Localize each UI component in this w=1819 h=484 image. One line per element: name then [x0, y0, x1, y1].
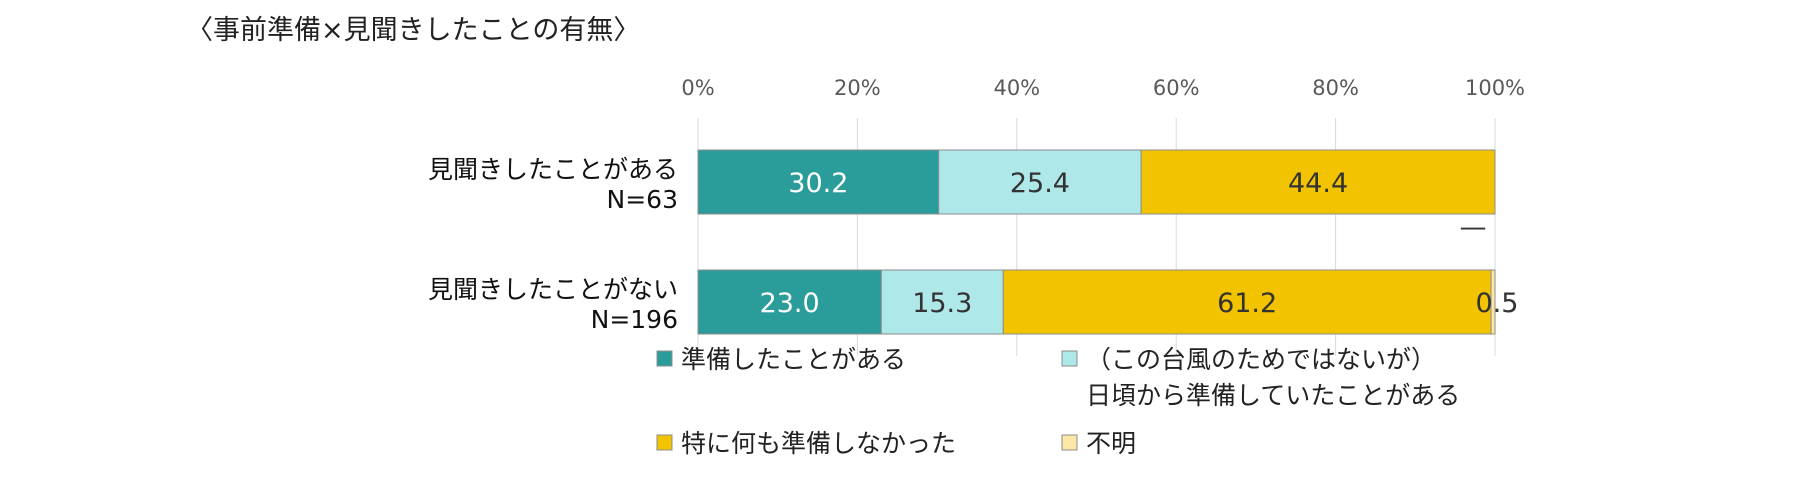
category-n-label: N=63 — [607, 185, 678, 214]
legend-label: 特に何も準備しなかった — [681, 429, 956, 458]
bar-value-label: 44.4 — [1288, 168, 1348, 199]
legend-label: 準備したことがある — [681, 345, 906, 374]
bar-value-label: 30.2 — [788, 168, 848, 199]
x-tick-label: 40% — [993, 76, 1040, 100]
bar-value-label: 0.5 — [1476, 288, 1519, 319]
x-tick-label: 20% — [834, 76, 881, 100]
category-label: 見聞きしたことがない — [428, 275, 678, 304]
x-tick-label: 0% — [681, 76, 714, 100]
chart-title: 〈事前準備×見聞きしたことの有無〉 — [186, 15, 641, 46]
legend-swatch — [656, 350, 673, 367]
x-tick-label: 100% — [1465, 76, 1525, 100]
legend-swatch — [1061, 434, 1078, 451]
x-tick-label: 60% — [1153, 76, 1200, 100]
bar-value-label: — — [1460, 212, 1487, 243]
bar-value-label: 25.4 — [1010, 168, 1070, 199]
bar-value-label: 15.3 — [912, 288, 972, 319]
legend-swatch — [656, 434, 673, 451]
bar-segment — [938, 149, 1142, 215]
category-label: 見聞きしたことがある — [428, 155, 678, 184]
bar-segment — [880, 269, 1004, 335]
bar-value-label: 23.0 — [760, 288, 820, 319]
legend-label: 日頃から準備していたことがある — [1086, 381, 1460, 410]
bar-segment — [1490, 269, 1496, 335]
legend-label: （この台風のためではないが） — [1086, 345, 1436, 374]
legend-label: 不明 — [1086, 429, 1136, 458]
bar-segment — [697, 269, 882, 335]
bar-segment — [1002, 269, 1492, 335]
legend-swatch — [1061, 350, 1078, 367]
bar-value-label: 61.2 — [1217, 288, 1277, 319]
x-tick-label: 80% — [1312, 76, 1359, 100]
bar-segment — [1140, 149, 1496, 215]
category-n-label: N=196 — [591, 305, 678, 334]
